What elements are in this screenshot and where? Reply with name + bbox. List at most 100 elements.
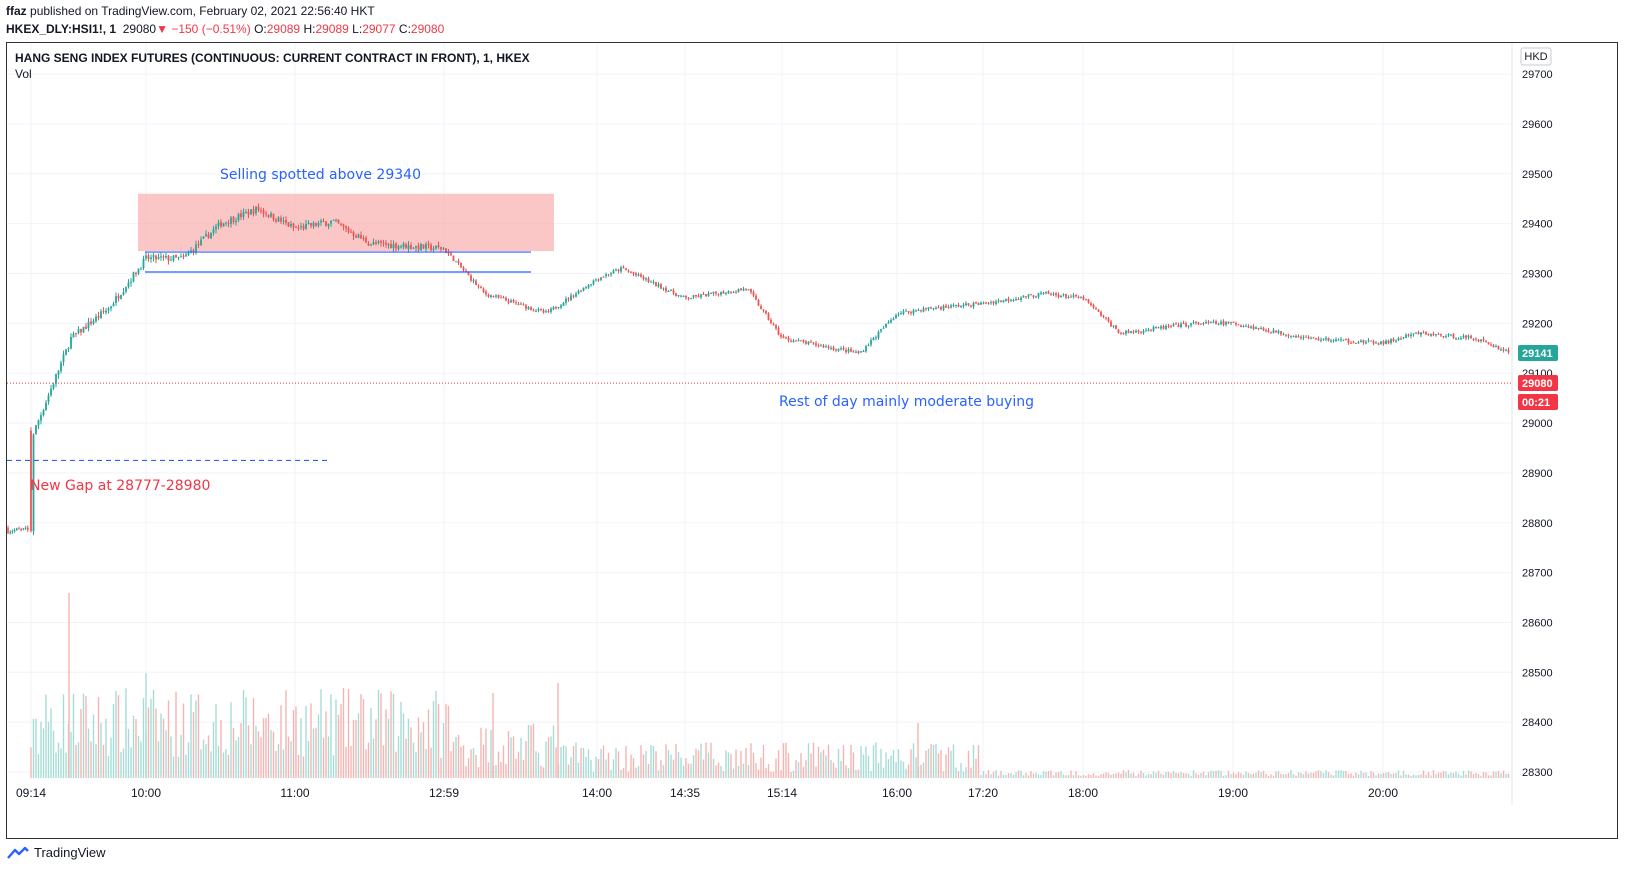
candle-body xyxy=(250,209,252,215)
candle-body xyxy=(782,336,785,338)
volume-bar xyxy=(772,771,775,778)
candle-body xyxy=(1497,345,1500,350)
volume-bar xyxy=(460,746,462,778)
volume-bar xyxy=(632,758,635,778)
volume-bar xyxy=(1007,773,1010,778)
candle-body xyxy=(795,340,797,342)
volume-bar xyxy=(1290,770,1292,778)
volume-bar xyxy=(535,751,537,778)
candle-body xyxy=(1425,332,1427,335)
candle-body xyxy=(1110,321,1112,327)
volume-bar xyxy=(525,741,527,778)
candle-body xyxy=(800,340,802,342)
volume-bar xyxy=(980,774,982,778)
volume-bar xyxy=(730,754,732,778)
candle-body xyxy=(87,321,90,329)
candle-body xyxy=(1047,291,1050,294)
candle-body xyxy=(1015,298,1017,300)
volume-bar xyxy=(1395,772,1397,778)
volume-bar xyxy=(497,751,500,778)
volume-bar xyxy=(1367,775,1370,778)
volume-bar xyxy=(1175,772,1177,778)
candle-body xyxy=(150,257,152,259)
candle-body xyxy=(245,212,247,214)
volume-bar xyxy=(1495,771,1497,778)
candle-body xyxy=(470,275,472,281)
volume-bar xyxy=(897,749,900,778)
candle-body xyxy=(1262,327,1265,331)
volume-bar xyxy=(45,694,47,778)
candle-body xyxy=(975,302,977,304)
candle-body xyxy=(735,291,737,293)
candle-body xyxy=(542,310,545,313)
volume-bar xyxy=(822,749,825,778)
volume-bar xyxy=(1382,773,1385,778)
candle-body xyxy=(1397,338,1400,341)
volume-bar xyxy=(905,768,907,778)
candle-body xyxy=(1115,325,1117,329)
candle-body xyxy=(1417,332,1420,335)
volume-bar xyxy=(475,754,477,778)
volume-spike-bar xyxy=(557,683,559,778)
candle-body xyxy=(1127,330,1130,334)
volume-bar xyxy=(562,745,565,778)
candle-body xyxy=(745,289,747,291)
candle-body xyxy=(137,268,140,274)
chart-frame[interactable] xyxy=(6,42,1618,839)
volume-bar xyxy=(1145,775,1147,778)
volume-bar xyxy=(1280,773,1282,778)
volume-bar xyxy=(1470,771,1472,778)
candle-body xyxy=(577,290,580,294)
candle-body xyxy=(967,303,970,306)
volume-bar xyxy=(747,765,750,778)
candle-body xyxy=(590,284,592,286)
volume-bar xyxy=(395,751,397,778)
tradingview-logo[interactable]: TradingView xyxy=(6,845,106,860)
volume-bar xyxy=(1160,773,1162,778)
volume-bar xyxy=(1195,773,1197,778)
candle-body xyxy=(30,430,32,532)
volume-bar xyxy=(52,730,55,778)
volume-bar xyxy=(1212,770,1215,778)
candle-body xyxy=(922,308,925,312)
volume-bar xyxy=(900,760,902,778)
volume-bar xyxy=(382,745,385,778)
candle-body xyxy=(340,223,342,225)
volume-bar xyxy=(57,742,60,778)
volume-bar xyxy=(90,741,92,778)
volume-bar xyxy=(357,713,360,778)
candle-body xyxy=(557,307,560,309)
candle-body xyxy=(495,295,497,297)
candle-body xyxy=(475,280,477,285)
candle-body xyxy=(155,255,157,260)
candle-body xyxy=(1112,325,1115,327)
volume-bar xyxy=(1070,770,1072,778)
volume-bar xyxy=(685,758,687,778)
candle-body xyxy=(857,351,860,354)
candle-body xyxy=(680,295,682,297)
candle-body xyxy=(645,278,647,280)
candle-body xyxy=(195,244,197,253)
candle-body xyxy=(1035,296,1037,298)
candle-body xyxy=(1170,325,1172,327)
volume-bar xyxy=(37,754,40,778)
candle-body xyxy=(660,284,662,289)
candle-body xyxy=(1215,321,1217,324)
candle-body xyxy=(482,288,485,293)
volume-bar xyxy=(480,727,482,778)
candle-body xyxy=(1132,331,1135,333)
volume-bar xyxy=(1092,773,1095,778)
volume-bar xyxy=(1497,770,1500,778)
volume-bar xyxy=(1165,772,1167,778)
volume-bar xyxy=(412,742,415,778)
volume-bar xyxy=(442,723,445,778)
volume-bar xyxy=(1502,770,1505,778)
candle-body xyxy=(422,244,425,249)
volume-bar xyxy=(675,744,677,778)
candle-body xyxy=(842,347,845,350)
volume-bar xyxy=(862,754,865,778)
volume-bar xyxy=(607,752,610,778)
volume-bar xyxy=(230,702,232,778)
volume-bar xyxy=(455,736,457,778)
